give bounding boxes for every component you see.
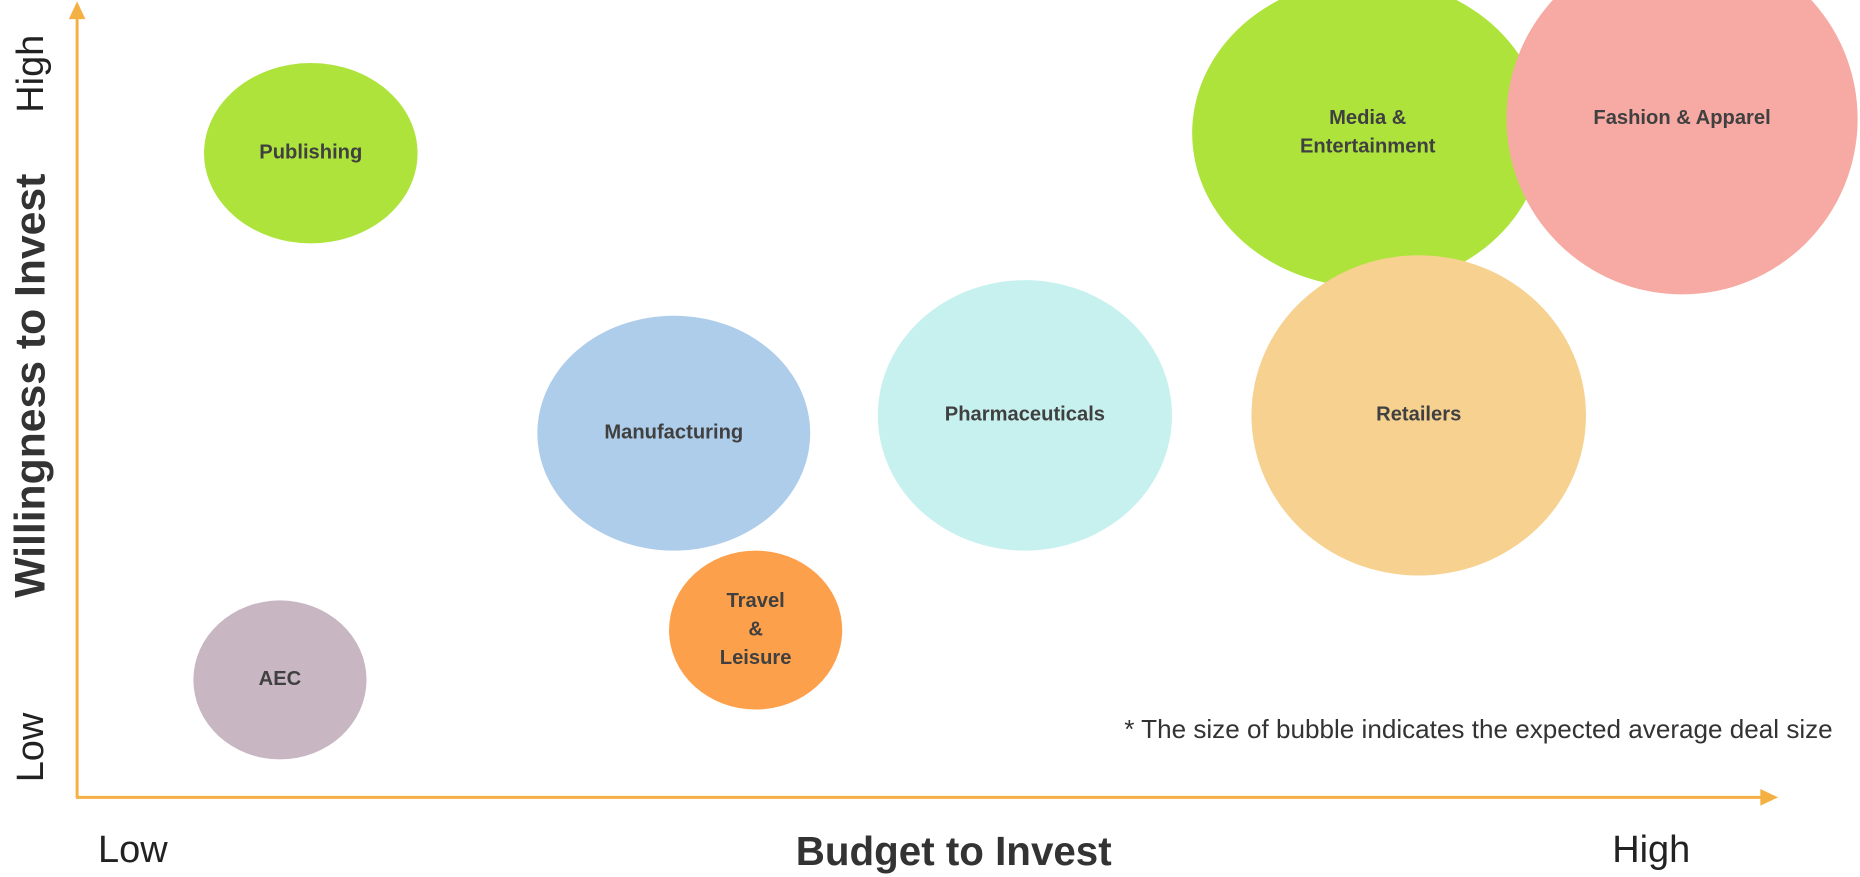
bubble-label: Publishing	[259, 142, 362, 164]
bubble-shape	[1192, 0, 1544, 288]
bubble-shape	[877, 280, 1172, 551]
y-axis-high: High	[10, 35, 52, 113]
bubble-shape	[193, 600, 367, 760]
bubbles: Publishing Media & Entertainment Fashion & …	[193, 0, 1858, 760]
x-axis-arrow	[1760, 789, 1779, 806]
bubble: Retailers	[1251, 255, 1586, 576]
bubble-label: AEC	[259, 668, 302, 690]
y-axis-low: Low	[10, 712, 52, 782]
bubble: AEC	[193, 600, 367, 760]
bubble-label: Leisure	[720, 647, 792, 669]
bubble-label: Retailers	[1376, 404, 1461, 426]
x-axis-title: Budget to Invest	[796, 828, 1112, 874]
bubble-label: Pharmaceuticals	[945, 404, 1105, 426]
bubble-label: Fashion & Apparel	[1593, 107, 1770, 129]
bubble-shape	[1251, 255, 1586, 576]
bubble-shape	[204, 63, 418, 244]
bubble: Publishing	[204, 63, 418, 244]
y-axis-title: Willingness to Invest	[6, 174, 54, 598]
bubble-shape	[1506, 0, 1858, 295]
bubble: Media & Entertainment	[1192, 0, 1544, 288]
bubble: Travel & Leisure	[669, 550, 843, 710]
bubble: Fashion & Apparel	[1506, 0, 1858, 295]
x-axis-high: High	[1612, 829, 1690, 871]
bubble-shape	[669, 550, 843, 710]
bubble-label: Manufacturing	[604, 421, 743, 443]
bubble-label: Travel	[726, 590, 784, 612]
bubble-label: Entertainment	[1300, 136, 1436, 158]
bubble-label: Media &	[1329, 107, 1406, 129]
bubble-shape	[537, 315, 811, 551]
bubble: Pharmaceuticals	[877, 280, 1172, 551]
x-axis-low: Low	[98, 829, 168, 871]
bubble: Manufacturing	[537, 315, 811, 551]
footnote: * The size of bubble indicates the expec…	[1124, 714, 1832, 744]
bubble-label: &	[748, 618, 763, 640]
y-axis-arrow	[68, 1, 86, 20]
